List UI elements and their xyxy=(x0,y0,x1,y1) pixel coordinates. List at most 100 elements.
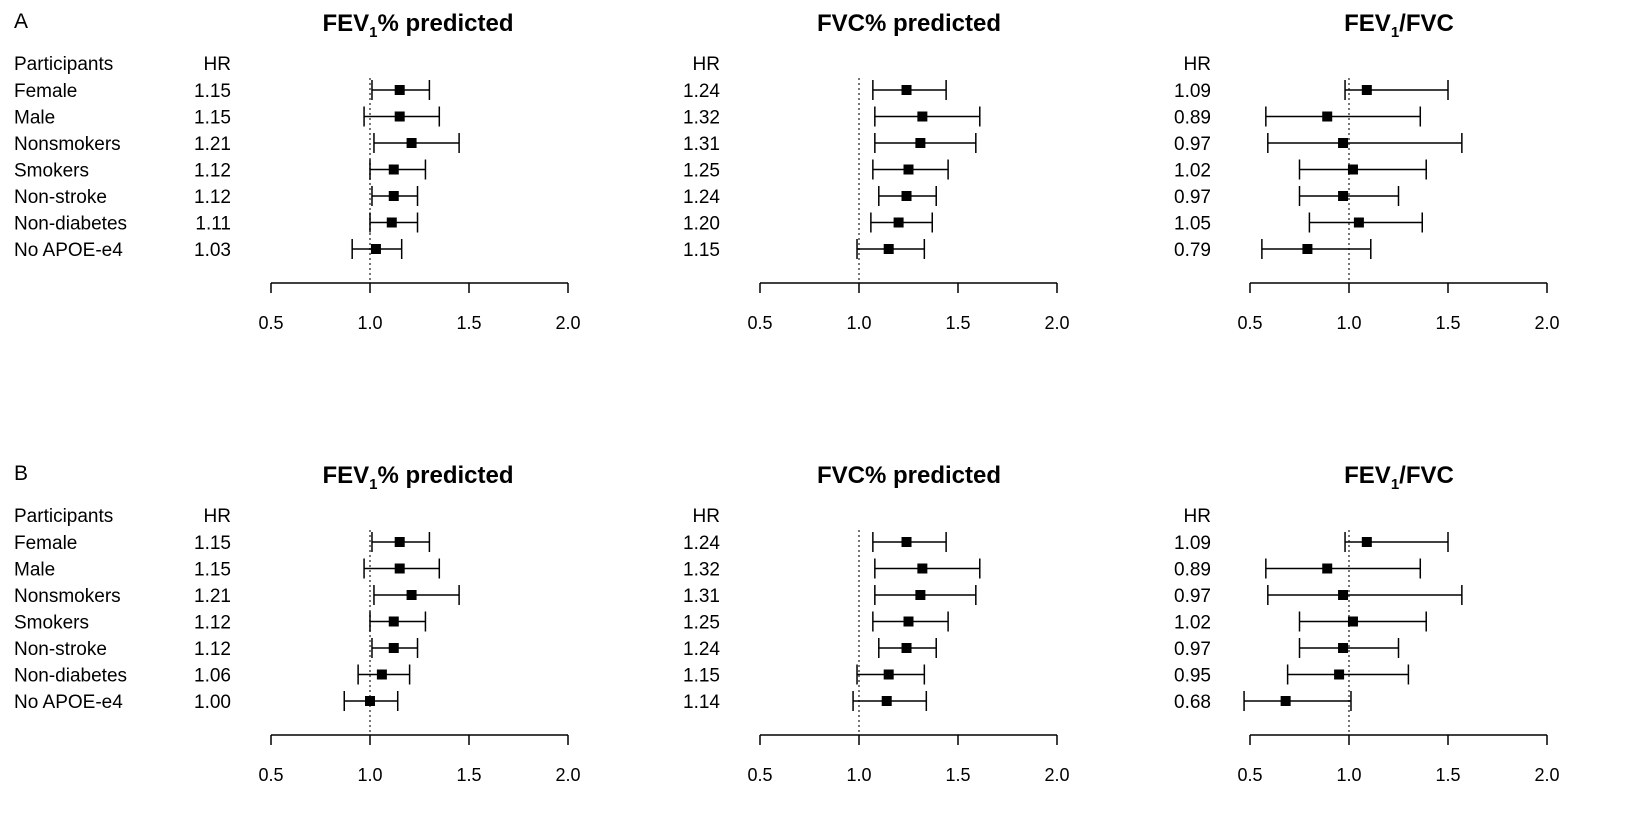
hr-header: HR xyxy=(693,506,720,527)
hr-point xyxy=(901,537,912,547)
hr-value: 1.24 xyxy=(683,81,720,102)
hr-point xyxy=(1347,164,1358,175)
hr-point xyxy=(394,111,405,122)
row-label: No APOE-e4 xyxy=(14,240,123,261)
row-label: Non-stroke xyxy=(14,639,107,660)
hr-point xyxy=(376,669,387,680)
x-tick-label: 2.0 xyxy=(555,765,580,785)
hr-point xyxy=(388,164,399,175)
hr-point xyxy=(1347,616,1358,627)
x-tick-label: 1.0 xyxy=(846,765,871,785)
hr-value: 1.24 xyxy=(683,533,720,554)
participants-header: Participants xyxy=(14,54,113,75)
hr-point xyxy=(1361,537,1372,547)
hr-header: HR xyxy=(1184,54,1211,75)
hr-value: 0.97 xyxy=(1174,639,1211,660)
subplot-title: FEV1% predicted xyxy=(322,462,513,493)
hr-point xyxy=(917,111,928,122)
hr-value: 1.15 xyxy=(194,560,231,581)
x-tick-label: 1.5 xyxy=(1435,313,1460,333)
hr-value: 1.15 xyxy=(683,666,720,687)
subplot-title: FEV1/FVC xyxy=(1344,10,1454,41)
x-tick-label: 2.0 xyxy=(1534,313,1559,333)
hr-point xyxy=(1338,191,1349,201)
hr-value: 0.79 xyxy=(1174,240,1211,261)
hr-value: 1.12 xyxy=(194,639,231,660)
x-tick-label: 1.5 xyxy=(945,313,970,333)
hr-value: 1.24 xyxy=(683,187,720,208)
subplot-3: FEV1/FVC HR 1.09 0.89 0.97 1.02 0.97 0.95 0.68 0.… xyxy=(1174,462,1560,785)
hr-value: 1.15 xyxy=(194,108,231,129)
row-label: Male xyxy=(14,108,55,129)
hr-value: 1.15 xyxy=(194,533,231,554)
hr-point xyxy=(394,537,405,547)
hr-point xyxy=(883,669,894,680)
hr-point xyxy=(901,643,912,653)
hr-point xyxy=(1338,138,1349,148)
subplot-3: FEV1/FVC HR 1.09 0.89 0.97 1.02 0.97 1.05 0.79 0.… xyxy=(1174,10,1560,333)
hr-point xyxy=(1322,563,1333,574)
panel-a: A Participants Female Male Nonsmokers Smokers… xyxy=(14,10,1560,333)
hr-point xyxy=(1334,669,1345,680)
x-tick-label: 0.5 xyxy=(258,313,283,333)
x-tick-label: 1.0 xyxy=(846,313,871,333)
hr-point xyxy=(406,590,417,600)
row-label: No APOE-e4 xyxy=(14,692,123,713)
hr-point xyxy=(1361,85,1372,95)
hr-point xyxy=(881,696,892,706)
hr-value: 1.12 xyxy=(194,187,231,208)
hr-header: HR xyxy=(204,54,231,75)
hr-value: 1.24 xyxy=(683,639,720,660)
row-label: Nonsmokers xyxy=(14,134,121,155)
hr-point xyxy=(1280,696,1291,706)
hr-point xyxy=(388,616,399,627)
x-tick-label: 0.5 xyxy=(1237,313,1262,333)
hr-value: 1.21 xyxy=(194,586,231,607)
hr-point xyxy=(388,191,399,201)
x-tick-label: 0.5 xyxy=(1237,765,1262,785)
hr-point xyxy=(386,217,397,228)
hr-value: 0.97 xyxy=(1174,187,1211,208)
hr-point xyxy=(883,244,894,254)
hr-value: 0.89 xyxy=(1174,560,1211,581)
x-tick-label: 2.0 xyxy=(1044,313,1069,333)
hr-value: 1.12 xyxy=(194,613,231,634)
hr-value: 1.11 xyxy=(195,214,231,235)
hr-value: 1.15 xyxy=(683,240,720,261)
subplot-1: FEV1% predicted HR 1.15 1.15 1.21 1.12 1.12 1.0… xyxy=(194,462,581,785)
hr-point xyxy=(1322,111,1333,122)
x-tick-label: 2.0 xyxy=(555,313,580,333)
hr-value: 1.05 xyxy=(1174,214,1211,235)
x-tick-label: 0.5 xyxy=(747,313,772,333)
hr-value: 0.97 xyxy=(1174,586,1211,607)
hr-value: 1.02 xyxy=(1174,613,1211,634)
row-label: Non-diabetes xyxy=(14,666,127,687)
hr-point xyxy=(903,616,914,627)
hr-value: 1.32 xyxy=(683,108,720,129)
row-label: Smokers xyxy=(14,613,89,634)
hr-value: 1.00 xyxy=(194,692,231,713)
subplot-1: FEV1% predicted HR 1.15 1.15 1.21 1.12 1.12 1.1… xyxy=(194,10,581,333)
x-tick-label: 1.0 xyxy=(357,765,382,785)
hr-header: HR xyxy=(693,54,720,75)
x-tick-label: 0.5 xyxy=(258,765,283,785)
row-label: Female xyxy=(14,81,77,102)
x-tick-label: 1.0 xyxy=(1336,313,1361,333)
hr-point xyxy=(394,85,405,95)
hr-point xyxy=(394,563,405,574)
hr-point xyxy=(1353,217,1364,228)
hr-value: 1.21 xyxy=(194,134,231,155)
hr-point xyxy=(915,590,926,600)
hr-point xyxy=(901,191,912,201)
x-tick-label: 2.0 xyxy=(1534,765,1559,785)
panel-letter: B xyxy=(14,462,28,485)
x-tick-label: 1.5 xyxy=(456,765,481,785)
hr-value: 1.02 xyxy=(1174,161,1211,182)
x-tick-label: 0.5 xyxy=(747,765,772,785)
hr-value: 1.12 xyxy=(194,161,231,182)
hr-value: 0.97 xyxy=(1174,134,1211,155)
hr-point xyxy=(1338,590,1349,600)
hr-point xyxy=(406,138,417,148)
hr-value: 1.09 xyxy=(1174,81,1211,102)
hr-value: 0.68 xyxy=(1174,692,1211,713)
